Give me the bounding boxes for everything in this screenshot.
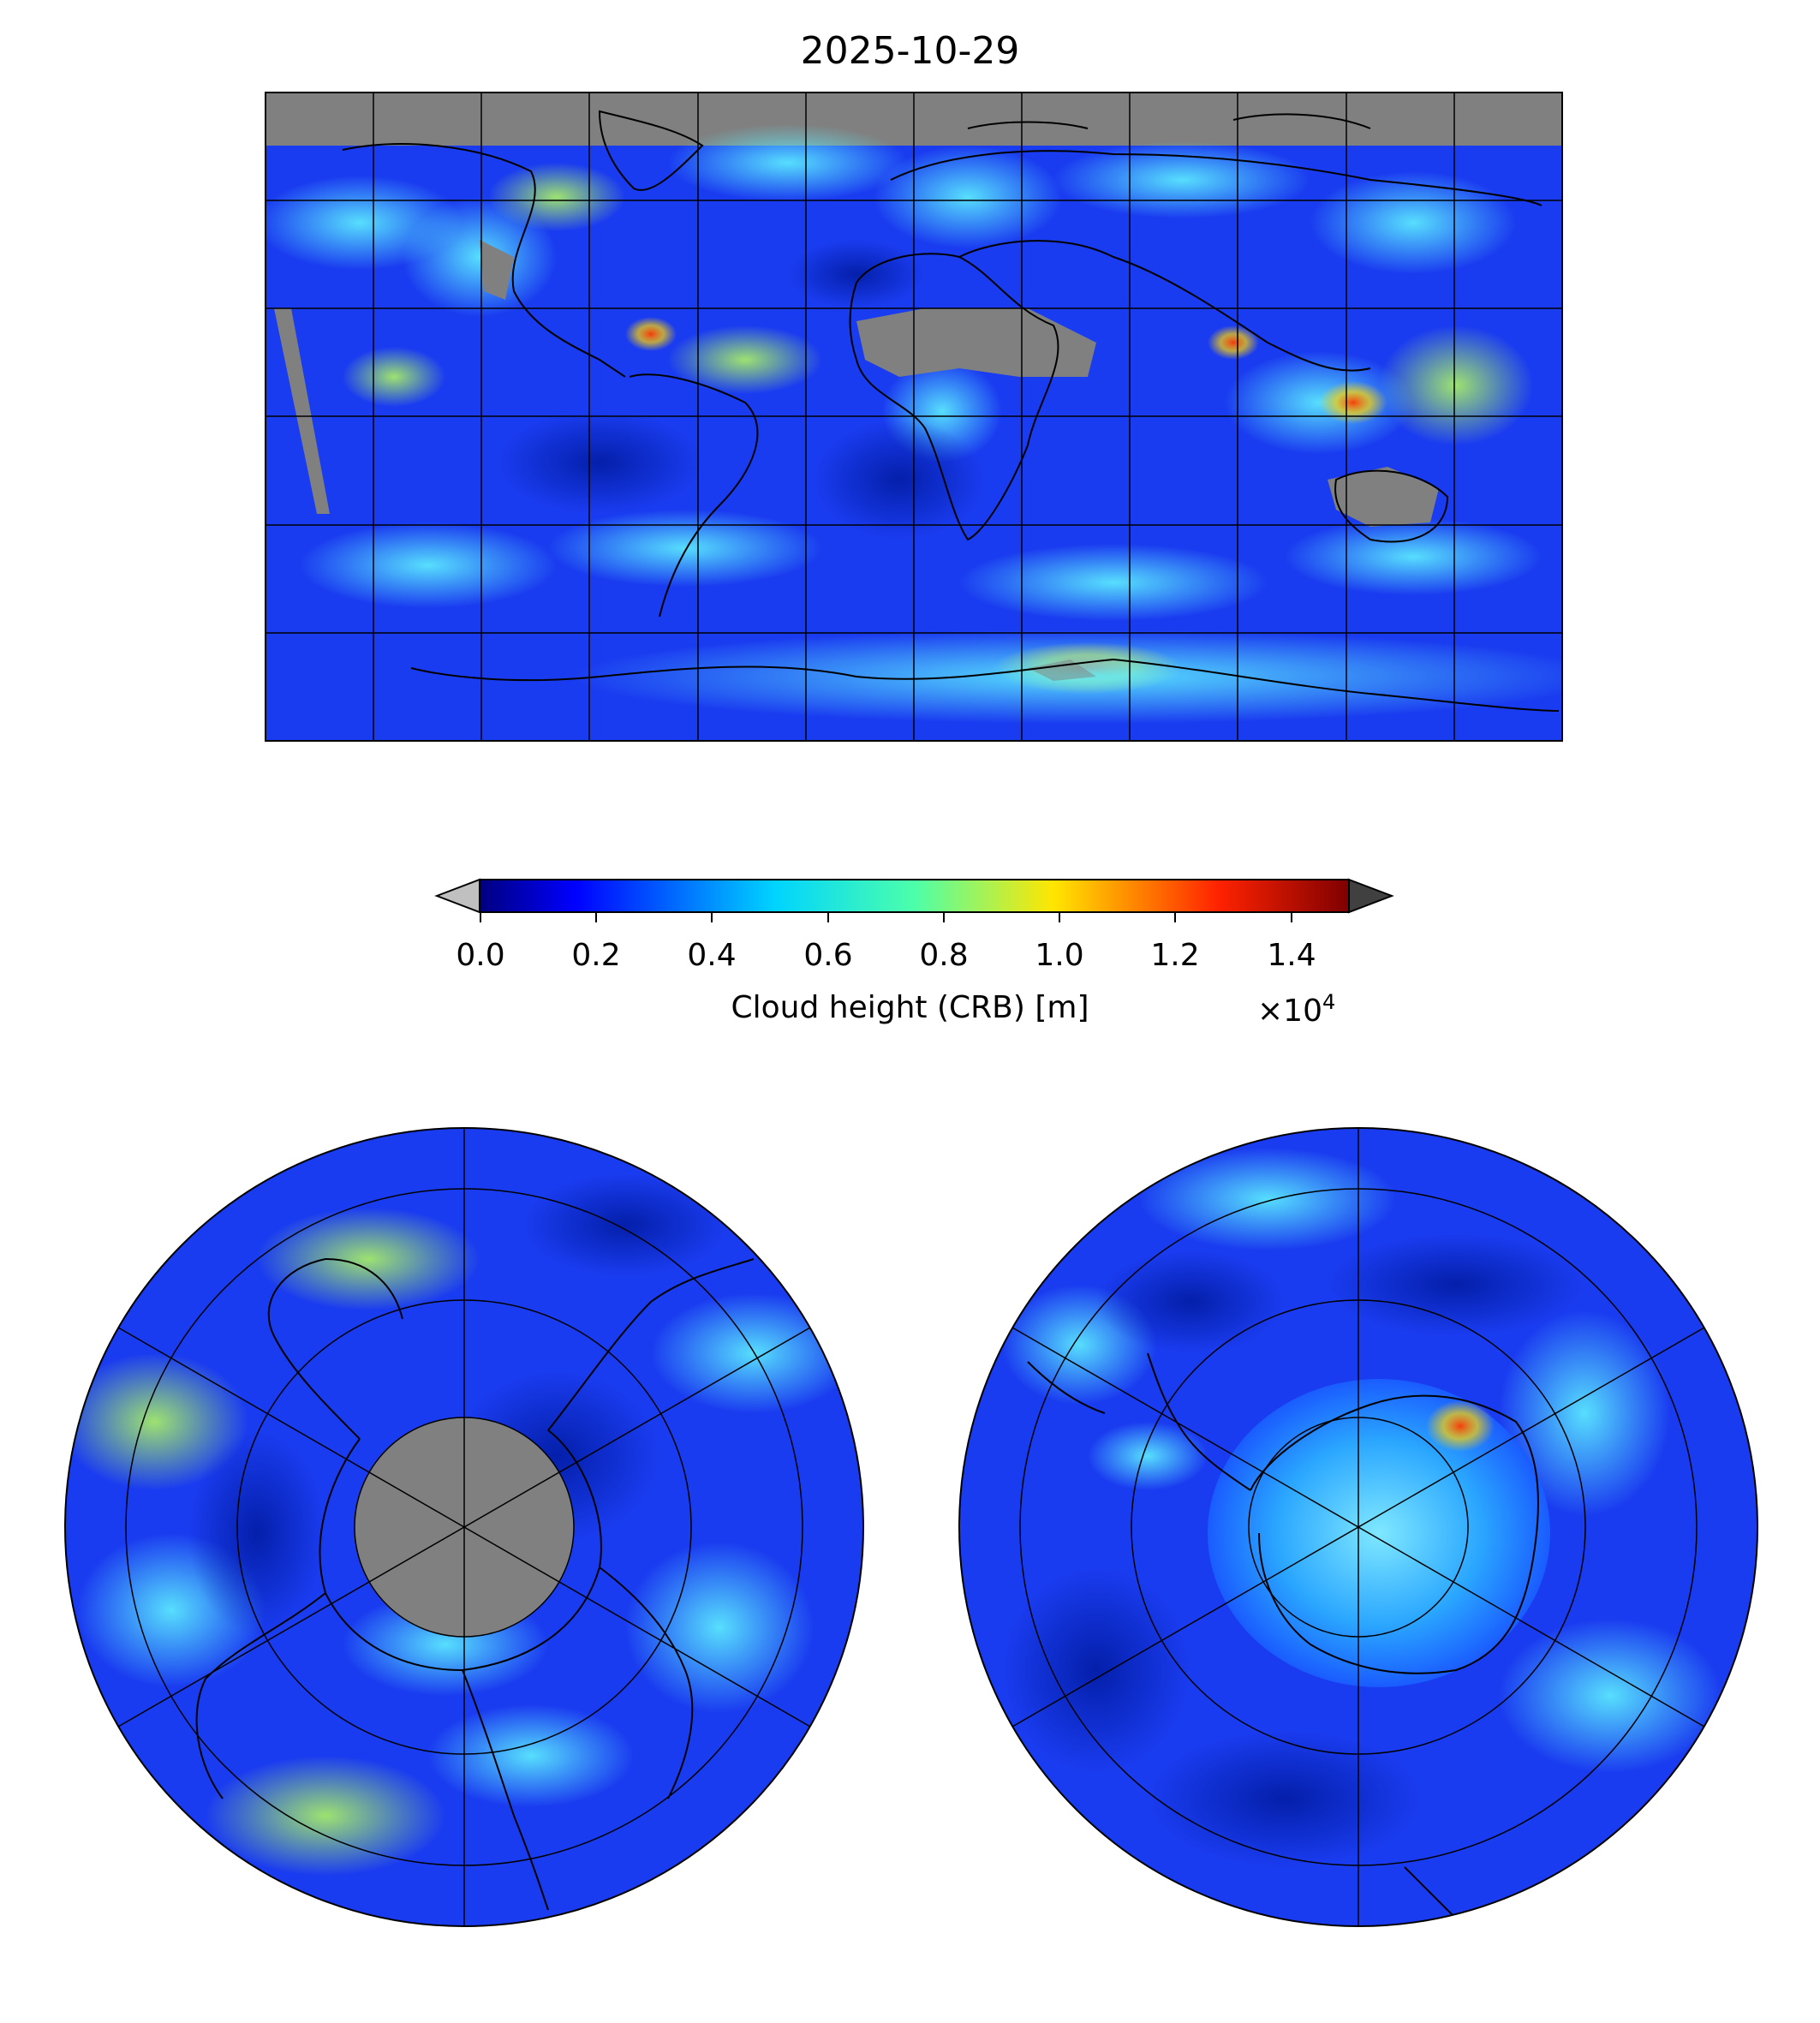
south-graticule <box>1011 1128 1705 1926</box>
colorbar-tick-label: 0.0 <box>456 938 505 973</box>
colorbar-gradient <box>480 880 1349 912</box>
global-cloud-texture <box>266 124 1562 724</box>
colorbar-tick-label: 1.0 <box>1035 938 1084 973</box>
colorbar-ticks <box>480 912 1292 922</box>
global-map <box>265 92 1563 742</box>
colorbar-tick-label: 0.6 <box>803 938 853 973</box>
colorbar-tick-label: 0.8 <box>919 938 969 973</box>
south-polar-map <box>958 1127 1758 1927</box>
north-map-frame <box>64 1127 864 1927</box>
colorbar-multiplier: ×104 <box>1257 983 1335 1030</box>
colorbar-tick-label: 1.2 <box>1150 938 1200 973</box>
colorbar-over-extension <box>1348 878 1394 914</box>
colorbar-multiplier-prefix: ×10 <box>1257 994 1322 1029</box>
north-coastlines <box>195 1257 755 1911</box>
global-coastlines <box>342 110 1560 712</box>
north-cloud-texture <box>65 1173 856 1876</box>
colorbar-tick-label: 0.4 <box>687 938 737 973</box>
south-map-frame <box>958 1127 1758 1927</box>
south-high-cloud <box>1426 1400 1495 1452</box>
colorbar-label: Cloud height (CRB) [m] <box>731 990 1089 1025</box>
south-antarctic-surface <box>1208 1379 1550 1687</box>
north-graticule <box>117 1128 811 1926</box>
global-map-frame <box>265 92 1563 742</box>
figure-title: 2025-10-29 <box>800 29 1020 73</box>
colorbar-under-extension <box>434 878 480 914</box>
colorbar-tick-label: 1.4 <box>1267 938 1316 973</box>
global-missing-land <box>274 240 1439 681</box>
south-coastlines <box>1027 1352 1539 1919</box>
global-graticule <box>266 92 1562 741</box>
colorbar-multiplier-exponent: 4 <box>1322 990 1336 1014</box>
south-cloud-texture <box>1002 1148 1722 1867</box>
colorbar-tick-label: 0.2 <box>571 938 621 973</box>
colorbar-frame <box>479 879 1350 913</box>
colorbar <box>434 878 1394 922</box>
north-polar-map <box>64 1127 864 1927</box>
